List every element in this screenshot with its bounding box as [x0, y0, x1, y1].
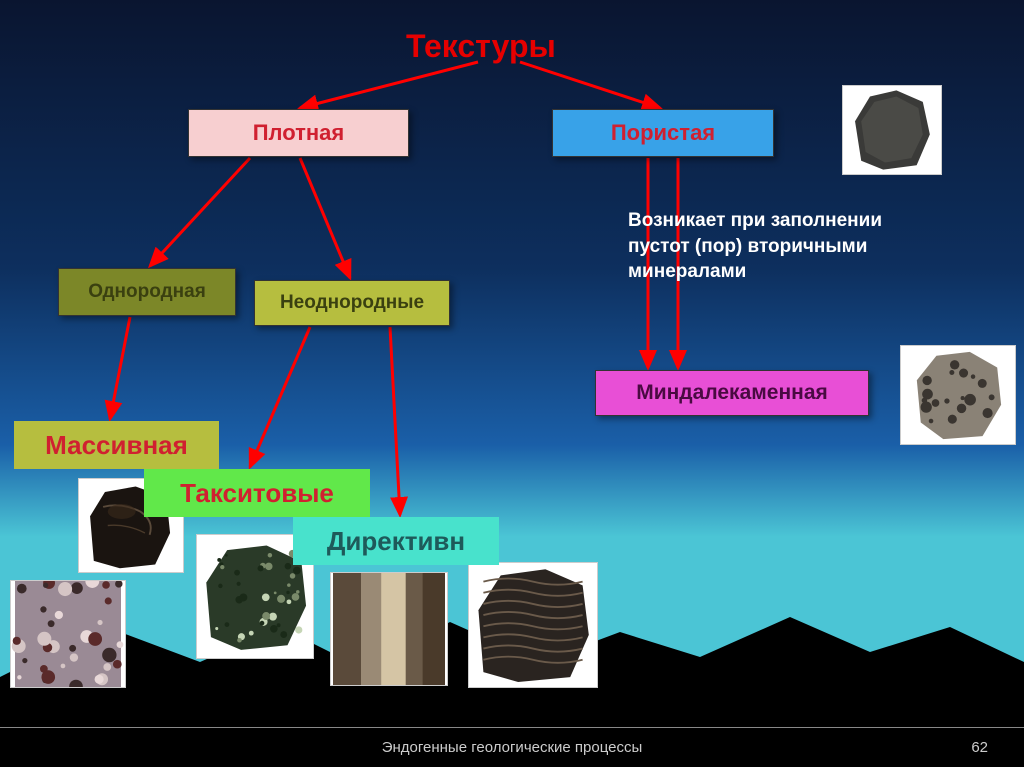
rock-sample-5	[330, 572, 448, 686]
label-directive-text: Директивн	[327, 526, 465, 557]
rock-sample-0	[842, 85, 942, 175]
node-amygdaloidal-label: Миндалекаменная	[636, 381, 828, 405]
annotation-text: Возникает при заполнении пустот (пор) вт…	[628, 208, 918, 285]
node-dense: Плотная	[188, 109, 409, 157]
footer-title: Эндогенные геологические процессы	[382, 739, 643, 756]
node-homogeneous: Однородная	[58, 268, 236, 316]
rock-sample-3	[10, 580, 126, 688]
diagram-title: Текстуры	[406, 28, 556, 65]
node-heterogeneous: Неоднородные	[254, 280, 450, 326]
label-taxitic: Такситовые	[144, 469, 370, 517]
node-dense-label: Плотная	[253, 120, 345, 146]
label-massive: Массивная	[14, 421, 219, 469]
node-homogeneous-label: Однородная	[88, 281, 206, 303]
node-porous: Пористая	[552, 109, 774, 157]
label-massive-text: Массивная	[45, 430, 188, 461]
node-heterogeneous-label: Неоднородные	[280, 292, 424, 314]
node-amygdaloidal: Миндалекаменная	[595, 370, 869, 416]
label-taxitic-text: Такситовые	[180, 478, 334, 509]
footer-page: 62	[971, 739, 988, 756]
label-directive: Директивн	[293, 517, 499, 565]
node-porous-label: Пористая	[611, 120, 715, 146]
slide-footer: Эндогенные геологические процессы 62	[0, 727, 1024, 767]
rock-sample-1	[900, 345, 1016, 445]
rock-sample-6	[468, 562, 598, 688]
